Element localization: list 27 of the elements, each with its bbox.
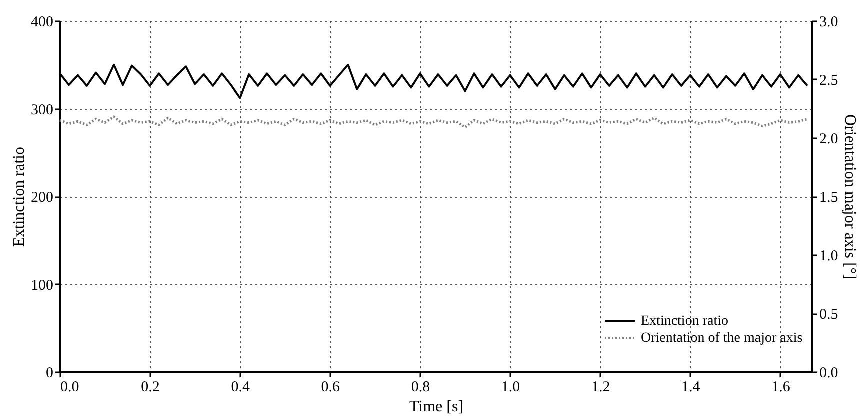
x-tick-label: 1.6	[772, 380, 791, 396]
y2-tick-label: 1.5	[820, 190, 838, 206]
x-tick-label: 0.6	[321, 380, 341, 396]
y2-tick-label: 2.5	[820, 73, 838, 89]
line-series	[58, 116, 809, 129]
x-tick-label: 0.8	[411, 380, 430, 396]
x-tick-label: 1.0	[501, 380, 520, 396]
x-tick-label: 0.0	[60, 380, 80, 396]
y-tick-label: 0	[46, 366, 54, 382]
y2-tick-label: 2.0	[820, 132, 838, 148]
y2-tick-label: 0.0	[820, 366, 838, 382]
y2-axis-title: Orientation major axis [°]	[841, 114, 858, 280]
y2-tick-label: 3.0	[820, 14, 838, 30]
x-tick-label: 1.2	[591, 380, 610, 396]
y-tick-label: 300	[31, 102, 54, 118]
y2-tick-label: 0.5	[820, 307, 838, 323]
x-tick-label: 1.4	[682, 380, 701, 396]
legend-label: Orientation of the major axis	[641, 331, 803, 346]
x-axis-title: Time [s]	[409, 398, 464, 416]
y-tick-label: 400	[31, 14, 54, 30]
x-tick-label: 0.2	[141, 380, 160, 396]
x-tick-label: 0.4	[231, 380, 250, 396]
y-tick-label: 100	[31, 278, 54, 294]
y-tick-label: 200	[31, 190, 54, 206]
legend-label: Extinction ratio	[641, 314, 728, 329]
y2-tick-label: 1.0	[820, 248, 838, 264]
y-axis-title: Extinction ratio	[11, 147, 28, 247]
